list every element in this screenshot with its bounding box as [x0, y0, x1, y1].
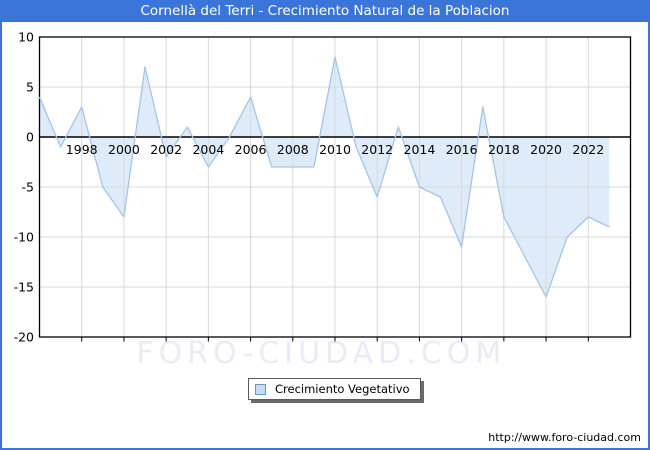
legend-box: Crecimiento Vegetativo [248, 378, 421, 400]
svg-text:-15: -15 [14, 280, 34, 295]
svg-text:2014: 2014 [404, 142, 436, 157]
svg-text:2016: 2016 [446, 142, 478, 157]
svg-text:2006: 2006 [235, 142, 267, 157]
x-axis-labels: 1998 2000 2002 2004 2006 2008 2010 2012 2014 2016… [66, 142, 604, 157]
svg-text:2022: 2022 [572, 142, 604, 157]
x-tick-marks [81, 337, 589, 342]
svg-text:0: 0 [26, 130, 34, 145]
svg-text:5: 5 [26, 80, 34, 95]
legend-label: Crecimiento Vegetativo [275, 382, 410, 396]
svg-text:1998: 1998 [66, 142, 98, 157]
svg-text:-20: -20 [14, 330, 34, 345]
area-fill [39, 57, 610, 297]
watermark: FORO-CIUDAD.COM [136, 336, 507, 371]
svg-text:2008: 2008 [277, 142, 309, 157]
svg-text:2000: 2000 [108, 142, 140, 157]
gridlines [39, 37, 631, 337]
svg-text:2012: 2012 [361, 142, 393, 157]
svg-text:10: 10 [18, 30, 34, 45]
svg-text:-10: -10 [14, 230, 34, 245]
svg-text:2010: 2010 [319, 142, 351, 157]
data-line [38, 56, 610, 298]
svg-text:-5: -5 [22, 180, 34, 195]
svg-text:2002: 2002 [150, 142, 182, 157]
footer-url: http://www.foro-ciudad.com [488, 431, 641, 444]
legend-swatch-icon [255, 383, 266, 395]
svg-text:2020: 2020 [530, 142, 562, 157]
svg-text:2004: 2004 [192, 142, 224, 157]
chart-title: Cornellà del Terri - Crecimiento Natural… [0, 0, 650, 22]
svg-text:2018: 2018 [488, 142, 520, 157]
y-axis-labels: 10 5 0 -5 -10 -15 -20 [14, 30, 34, 345]
